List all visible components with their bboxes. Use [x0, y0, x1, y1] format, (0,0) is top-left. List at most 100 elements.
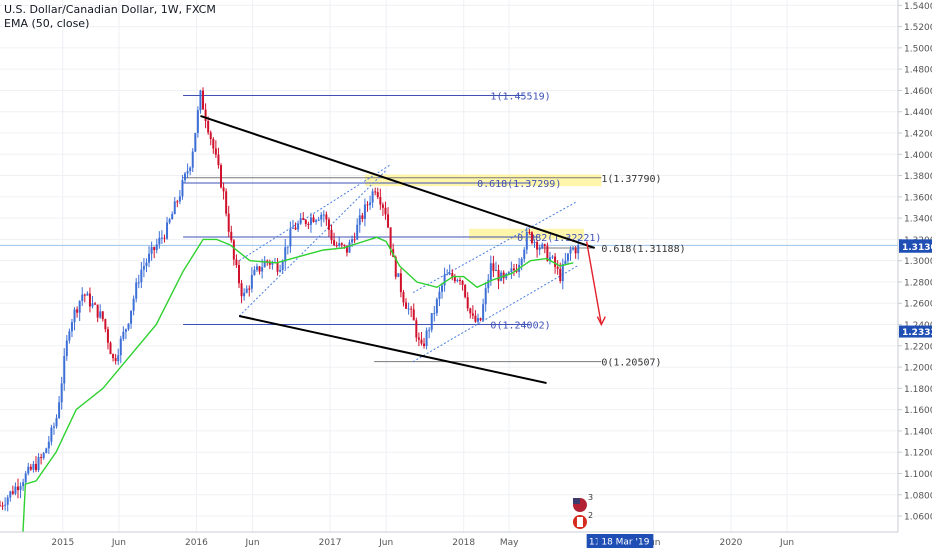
candle-body[interactable]	[132, 298, 135, 311]
candle-body[interactable]	[464, 284, 467, 298]
candle-body[interactable]	[281, 261, 284, 271]
candle-body[interactable]	[397, 273, 400, 277]
candle-body[interactable]	[14, 486, 17, 494]
candle-body[interactable]	[52, 426, 55, 428]
candle-body[interactable]	[525, 232, 528, 250]
candle-body[interactable]	[353, 239, 356, 241]
candle-body[interactable]	[371, 191, 374, 203]
candle-body[interactable]	[217, 154, 220, 166]
candle-body[interactable]	[299, 218, 302, 224]
candle-body[interactable]	[420, 339, 423, 344]
candle-body[interactable]	[376, 192, 379, 198]
candle-body[interactable]	[474, 315, 477, 322]
candle-body[interactable]	[289, 228, 292, 247]
trendline-resistance[interactable]	[200, 115, 595, 249]
candle-body[interactable]	[366, 204, 369, 206]
candle-body[interactable]	[520, 258, 523, 265]
candle-body[interactable]	[410, 308, 413, 310]
candle-body[interactable]	[574, 248, 577, 254]
candle-body[interactable]	[196, 110, 199, 133]
candle-body[interactable]	[186, 171, 189, 174]
candle-body[interactable]	[207, 120, 210, 133]
canada-flag-icon[interactable]	[572, 515, 587, 529]
candle-body[interactable]	[237, 265, 240, 284]
candle-body[interactable]	[58, 402, 61, 418]
candle-body[interactable]	[438, 291, 441, 300]
candle-body[interactable]	[24, 473, 27, 483]
candle-body[interactable]	[88, 293, 91, 307]
candle-body[interactable]	[389, 227, 392, 250]
candle-body[interactable]	[394, 257, 397, 277]
candle-body[interactable]	[268, 261, 271, 265]
candle-body[interactable]	[235, 259, 238, 266]
candle-body[interactable]	[541, 244, 544, 248]
candle-body[interactable]	[276, 262, 279, 272]
candle-body[interactable]	[487, 279, 490, 289]
ema-legend[interactable]: EMA (50, close)	[4, 17, 90, 30]
candle-body[interactable]	[150, 247, 153, 254]
candle-body[interactable]	[304, 219, 307, 224]
candle-body[interactable]	[512, 268, 515, 271]
candle-body[interactable]	[497, 270, 500, 281]
candle-body[interactable]	[96, 304, 99, 318]
candle-body[interactable]	[546, 246, 549, 261]
candle-body[interactable]	[171, 214, 174, 220]
candle-body[interactable]	[250, 275, 253, 289]
candle-body[interactable]	[271, 262, 274, 265]
candle-body[interactable]	[559, 268, 562, 282]
candle-body[interactable]	[114, 358, 117, 362]
candle-body[interactable]	[530, 232, 533, 243]
candle-body[interactable]	[106, 329, 109, 343]
highlight-zone[interactable]	[364, 174, 602, 187]
candle-body[interactable]	[569, 249, 572, 254]
channel-line[interactable]	[412, 265, 578, 363]
candle-body[interactable]	[399, 273, 402, 293]
candle-body[interactable]	[140, 269, 143, 283]
candle-body[interactable]	[65, 340, 68, 357]
candle-body[interactable]	[343, 244, 346, 246]
candle-body[interactable]	[199, 90, 202, 111]
candle-body[interactable]	[345, 245, 348, 253]
candle-body[interactable]	[417, 337, 420, 340]
candle-body[interactable]	[374, 191, 377, 193]
candle-body[interactable]	[243, 292, 246, 297]
candle-body[interactable]	[466, 297, 469, 309]
candle-body[interactable]	[230, 231, 233, 241]
candle-body[interactable]	[55, 417, 58, 427]
candle-body[interactable]	[479, 318, 482, 321]
candle-body[interactable]	[322, 214, 325, 216]
channel-line[interactable]	[238, 164, 391, 262]
candle-body[interactable]	[564, 260, 567, 264]
candle-body[interactable]	[469, 308, 472, 314]
ema-line[interactable]	[22, 236, 574, 538]
candle-body[interactable]	[291, 227, 294, 229]
candle-body[interactable]	[415, 320, 418, 338]
candle-body[interactable]	[330, 229, 333, 241]
projection-arrow[interactable]	[585, 241, 603, 325]
candle-body[interactable]	[484, 288, 487, 305]
price-axis[interactable]	[898, 0, 932, 550]
candle-body[interactable]	[489, 263, 492, 280]
candle-body[interactable]	[70, 322, 73, 332]
candle-body[interactable]	[307, 223, 310, 225]
candle-body[interactable]	[384, 207, 387, 215]
candle-body[interactable]	[379, 197, 382, 205]
candle-body[interactable]	[42, 452, 45, 458]
us-flag-icon[interactable]	[572, 498, 587, 512]
candle-body[interactable]	[9, 491, 12, 498]
channel-line[interactable]	[412, 201, 577, 294]
candle-body[interactable]	[551, 256, 554, 258]
candle-body[interactable]	[433, 313, 436, 315]
candle-body[interactable]	[202, 90, 205, 110]
candle-body[interactable]	[245, 288, 248, 293]
candle-body[interactable]	[37, 457, 40, 471]
candle-body[interactable]	[407, 308, 410, 310]
candle-body[interactable]	[189, 167, 192, 172]
candle-body[interactable]	[240, 283, 243, 297]
candle-body[interactable]	[194, 132, 197, 152]
candle-body[interactable]	[94, 303, 97, 305]
candle-body[interactable]	[145, 262, 148, 267]
candle-body[interactable]	[425, 330, 428, 347]
candle-body[interactable]	[443, 274, 446, 286]
